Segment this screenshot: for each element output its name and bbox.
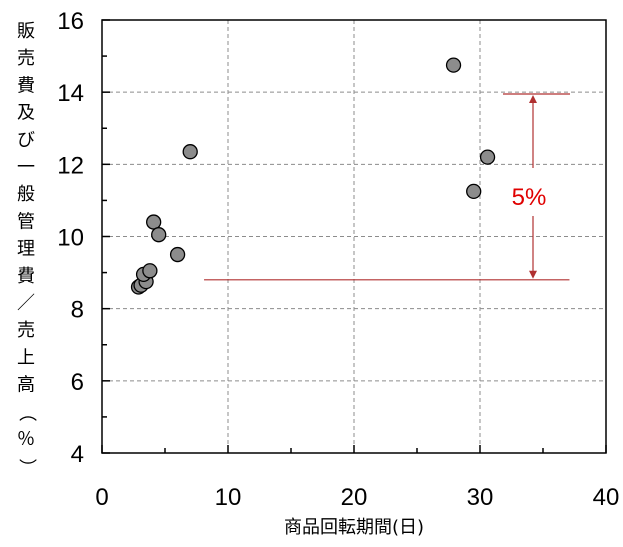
plot-frame xyxy=(101,19,607,454)
y-axis-title-char: 売 xyxy=(17,48,35,69)
y-axis-title-char: び xyxy=(17,130,35,151)
y-axis-title-char: ／ xyxy=(17,293,35,314)
data-point xyxy=(182,144,198,160)
y-axis-title-char: 般 xyxy=(17,184,35,205)
y-tick-label: 14 xyxy=(57,80,84,107)
y-axis-title-char: 及 xyxy=(17,103,35,124)
x-tick-label: 20 xyxy=(341,484,368,511)
data-point xyxy=(142,263,158,279)
data-points xyxy=(130,57,496,295)
arrowhead-down xyxy=(529,270,537,279)
x-axis-title: 商品回転期間(日) xyxy=(284,517,424,538)
y-axis-title-char: ） xyxy=(16,458,37,476)
data-point xyxy=(445,57,462,73)
x-tick-label: 30 xyxy=(467,484,494,511)
data-point xyxy=(169,246,186,263)
y-tick-label: 10 xyxy=(57,225,84,252)
data-point xyxy=(479,149,496,165)
y-axis-title-char: 上 xyxy=(17,347,35,368)
y-axis-title-char: 費 xyxy=(17,75,35,96)
axes xyxy=(101,19,607,454)
y-axis-title-char: 費 xyxy=(17,266,35,287)
y-tick-label: 6 xyxy=(71,369,84,396)
data-point xyxy=(146,214,162,230)
y-axis-title-char: 売 xyxy=(17,320,35,341)
y-axis-title-char: 一 xyxy=(17,157,35,178)
grid-lines xyxy=(102,20,606,453)
x-tick-labels: 0 10 20 30 40 xyxy=(95,484,619,511)
y-axis-title-char: 高 xyxy=(17,375,35,396)
y-axis-title-char: ％ xyxy=(17,429,35,450)
data-point xyxy=(151,227,167,243)
arrowhead-up xyxy=(529,94,537,103)
data-point xyxy=(466,183,482,200)
x-tick-label: 10 xyxy=(215,484,242,511)
y-tick-label: 16 xyxy=(57,8,84,35)
x-tick-label: 0 xyxy=(95,484,108,511)
y-tick-labels: 4 6 8 10 12 14 16 xyxy=(57,8,84,468)
y-tick-label: 12 xyxy=(57,152,84,179)
y-axis-title-char: 管 xyxy=(17,211,35,232)
y-tick-label: 8 xyxy=(71,297,84,324)
annotation-label: 5% xyxy=(512,184,547,211)
y-tick-label: 4 xyxy=(71,441,84,468)
y-axis-title-char: 販 xyxy=(17,21,35,42)
y-axis-title-char: 理 xyxy=(17,239,35,260)
annotation-5-percent xyxy=(204,93,570,281)
x-tick-label: 40 xyxy=(593,484,620,511)
y-axis-title-char: （ xyxy=(16,404,37,422)
